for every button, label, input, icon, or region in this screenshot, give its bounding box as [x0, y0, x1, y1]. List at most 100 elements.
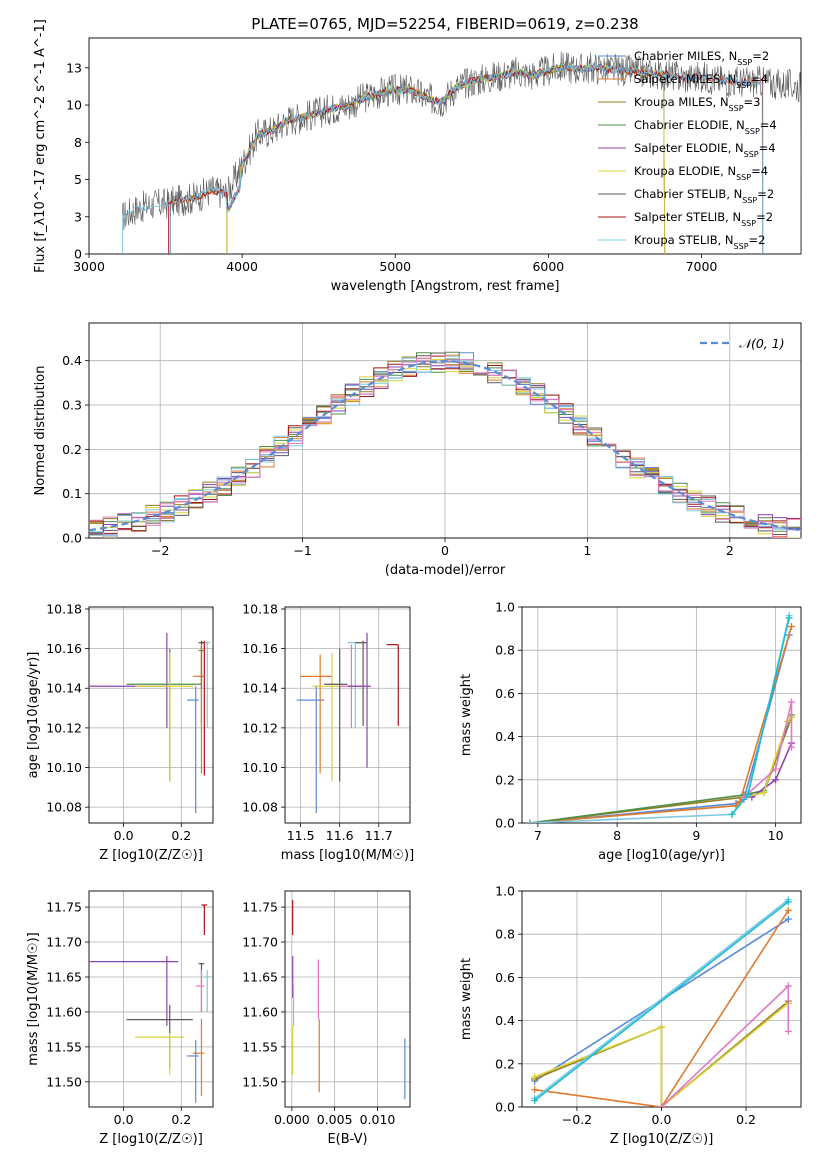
y-tick-label: 11.60 — [242, 1004, 278, 1019]
x-tick-label: 0.2 — [171, 1112, 191, 1127]
y-tick-label: 11.50 — [242, 1074, 278, 1089]
y-tick-label: 5 — [74, 172, 82, 187]
y-axis-label: age [log10(age/yr)] — [26, 652, 41, 779]
x-tick-label: 1 — [583, 543, 591, 558]
axes-frame — [521, 606, 802, 824]
y-tick-label: 11.60 — [46, 1004, 82, 1019]
plot-area — [89, 632, 211, 814]
plot-area — [89, 904, 211, 1103]
panel-mass_vs_Z: 0.0 0.2 11.50 11.55 11.60 11.65 11.70 11.75 Z [l… — [26, 890, 214, 1147]
y-axis-label: mass weight — [459, 674, 474, 756]
x-axis-label: Z [log10(Z/Z☉)] — [610, 1132, 714, 1147]
y-tick-label: 10.12 — [242, 720, 278, 735]
y-tick-label: 10.12 — [46, 720, 82, 735]
y-tick-label: 8 — [74, 135, 82, 150]
y-axis-label: Normed distribution — [33, 366, 48, 496]
series-marker — [658, 1103, 665, 1107]
y-tick-label: 0.2 — [495, 1056, 515, 1071]
series-marker — [531, 1097, 539, 1105]
panel-age_vs_mass: 11.5 11.6 11.7 10.08 10.10 10.12 10.14 10.16 10.… — [242, 601, 414, 863]
y-tick-label: 10.18 — [242, 601, 278, 616]
y-tick-label: 0.4 — [495, 1013, 515, 1028]
y-tick-label: 0 — [74, 247, 82, 262]
y-axis-label: Flux [f_λ10^-17 erg cm^-2 s^-1 A^-1] — [33, 19, 48, 273]
series-marker — [785, 614, 793, 622]
y-tick-label: 10 — [66, 98, 82, 113]
y-axis-label: mass weight — [459, 958, 474, 1040]
x-tick-label: 9 — [692, 828, 700, 843]
x-axis-label: wavelength [Angstrom, rest frame] — [331, 279, 560, 294]
series-marker — [744, 791, 752, 799]
figure-title: PLATE=0765, MJD=52254, FIBERID=0619, z=0… — [251, 15, 638, 33]
y-tick-label: 11.55 — [242, 1039, 278, 1054]
x-axis-label: E(B-V) — [327, 1132, 367, 1147]
plot-area — [292, 900, 406, 1100]
panel-residuals: −2 −1 0 1 2 0.0 0.1 0.2 0.3 0.4 (data-model)/error… — [33, 322, 802, 578]
y-tick-label: 10.10 — [46, 760, 82, 775]
series-marker — [787, 743, 795, 751]
series-line — [743, 716, 793, 798]
x-tick-label: 11.5 — [287, 828, 315, 843]
panel-spectrum: 3000 4000 5000 6000 7000 0 3 5 8 10 13 wavelength [… — [33, 19, 802, 294]
y-tick-label: 0.4 — [495, 729, 515, 744]
y-tick-label: 0.2 — [495, 772, 515, 787]
y-tick-label: 0.4 — [62, 353, 82, 368]
x-tick-label: 0.2 — [736, 1112, 756, 1127]
series-marker — [526, 819, 534, 823]
y-tick-label: 10.16 — [242, 641, 278, 656]
legend-label: Chabrier MILES, NSSP=2 — [634, 49, 769, 67]
series-line — [534, 1002, 789, 1107]
x-tick-label: 5000 — [379, 259, 411, 274]
x-axis-label: age [log10(age/yr)] — [598, 848, 725, 863]
y-tick-label: 13 — [66, 60, 82, 75]
y-tick-label: 0.0 — [495, 816, 515, 831]
series-line — [534, 909, 789, 1107]
y-tick-label: 10.08 — [242, 800, 278, 815]
x-tick-label: 7000 — [686, 259, 718, 274]
legend: Chabrier MILES, NSSP=2 Salpeter MILES, NS… — [598, 49, 777, 251]
y-tick-label: 0.0 — [495, 1100, 515, 1115]
series-marker — [728, 810, 736, 818]
legend-label: Chabrier STELIB, NSSP=2 — [634, 187, 774, 205]
gaussian-curve — [89, 359, 801, 532]
series-marker — [531, 1086, 539, 1094]
panel-mass_weight_vs_age: 7 8 9 10 0.0 0.2 0.4 0.6 0.8 1.0 age [log10(age/yr… — [459, 600, 802, 863]
x-tick-label: 11.7 — [365, 828, 393, 843]
y-tick-label: 10.18 — [46, 601, 82, 616]
series-marker — [787, 622, 795, 630]
legend-label: Salpeter ELODIE, NSSP=4 — [634, 141, 776, 159]
x-tick-label: 4000 — [226, 259, 258, 274]
y-tick-label: 11.65 — [46, 969, 82, 984]
series-line — [534, 898, 789, 1100]
panel-mass_weight_vs_Z: −0.2 0.0 0.2 0.0 0.2 0.4 0.6 0.8 1.0 Z [log10(Z/Z… — [459, 884, 802, 1147]
series-marker — [658, 1023, 665, 1031]
x-tick-label: 0.0 — [114, 828, 134, 843]
series-marker — [784, 982, 792, 990]
y-tick-label: 10.14 — [242, 681, 278, 696]
panel-age_vs_Z: 0.0 0.2 10.08 10.10 10.12 10.14 10.16 10.18 Z [l… — [26, 601, 214, 863]
y-tick-label: 0.1 — [62, 486, 82, 501]
x-tick-label: 0 — [441, 543, 449, 558]
series-marker — [784, 898, 792, 906]
y-tick-label: 0.6 — [495, 686, 515, 701]
y-tick-label: 11.50 — [46, 1074, 82, 1089]
y-tick-label: 11.65 — [242, 969, 278, 984]
plot-area — [89, 351, 801, 538]
x-tick-label: 0.010 — [360, 1112, 396, 1127]
x-axis-label: Z [log10(Z/Z☉)] — [99, 848, 203, 863]
y-tick-label: 11.70 — [46, 935, 82, 950]
y-tick-label: 11.70 — [242, 935, 278, 950]
y-tick-label: 10.14 — [46, 681, 82, 696]
y-tick-label: 0.8 — [495, 927, 515, 942]
x-tick-label: 7 — [534, 828, 542, 843]
panel-mass_vs_ebv: 0.000 0.005 0.010 11.50 11.55 11.60 11.65 11.70… — [242, 890, 411, 1147]
axes-frame — [88, 322, 802, 539]
series-line — [743, 701, 793, 798]
legend-label: Salpeter STELIB, NSSP=2 — [634, 210, 773, 228]
histogram-step — [89, 362, 801, 534]
x-tick-label: 0.005 — [317, 1112, 353, 1127]
plot-area — [526, 612, 795, 823]
y-tick-label: 3 — [74, 209, 82, 224]
x-tick-label: 8 — [613, 828, 621, 843]
